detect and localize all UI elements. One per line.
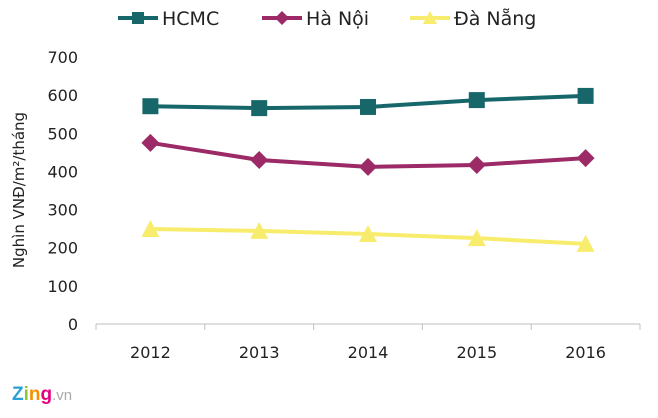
x-tick-label: 2014 (348, 343, 389, 362)
data-point (250, 150, 269, 169)
x-tick-label: 2012 (130, 343, 171, 362)
legend-marker (423, 11, 437, 24)
data-point (577, 87, 594, 104)
zing-logo: Zing.vn (12, 384, 73, 405)
data-point (141, 133, 160, 152)
x-tick-label: 2015 (456, 343, 497, 362)
legend-marker (275, 11, 289, 25)
data-point (251, 100, 268, 117)
y-tick-label: 300 (47, 201, 78, 220)
legend-label: Đà Nẵng (454, 7, 536, 30)
data-point (142, 98, 159, 115)
y-tick-label: 500 (47, 124, 78, 143)
y-tick-label: 200 (47, 239, 78, 258)
y-tick-label: 0 (68, 315, 78, 334)
data-point (250, 221, 269, 239)
legend-label: Hà Nội (306, 8, 369, 30)
legend-marker (132, 12, 144, 24)
y-tick-label: 700 (47, 48, 78, 67)
legend-label: HCMC (162, 8, 219, 30)
y-tick-label: 100 (47, 277, 78, 296)
y-tick-label: 600 (47, 86, 78, 105)
data-point (467, 155, 486, 174)
data-point (359, 224, 377, 242)
x-tick-label: 2016 (565, 343, 606, 362)
data-point (467, 229, 486, 247)
y-tick-label: 400 (47, 162, 78, 181)
y-axis-label: Nghìn VNĐ/m²/tháng (10, 112, 28, 268)
data-point (359, 157, 377, 176)
data-point (360, 98, 376, 115)
data-point (468, 92, 485, 109)
data-point (141, 220, 160, 238)
data-point (576, 149, 595, 168)
x-tick-label: 2013 (239, 343, 280, 362)
data-point (576, 234, 595, 252)
